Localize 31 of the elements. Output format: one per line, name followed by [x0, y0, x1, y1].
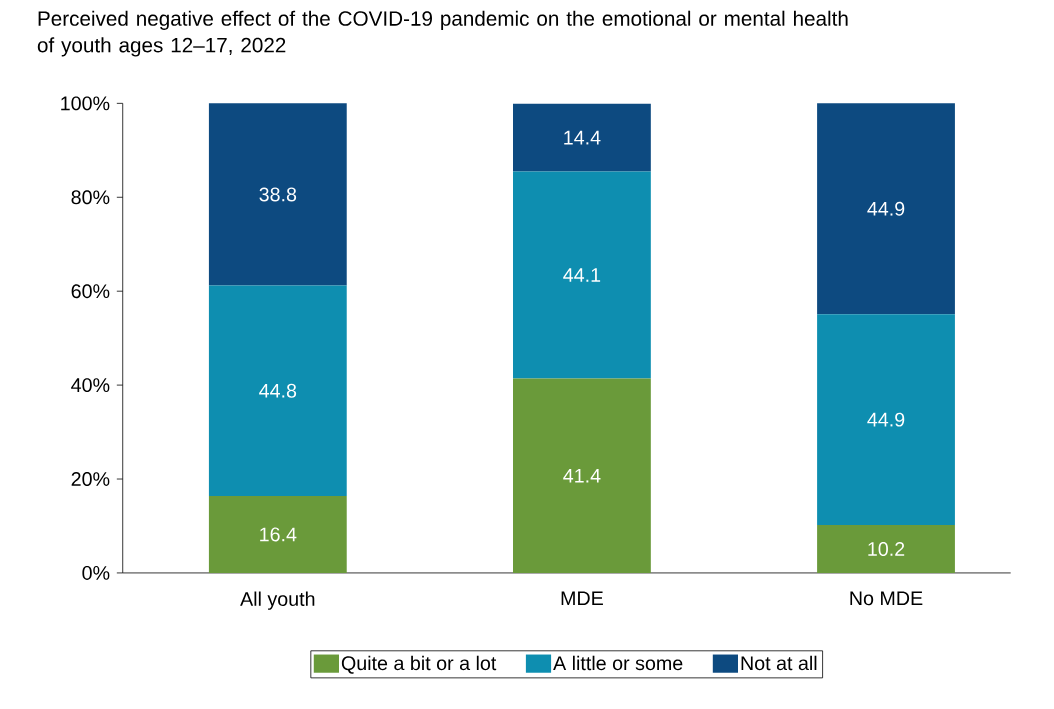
- y-tick-label: 40%: [71, 378, 110, 393]
- bar: [817, 525, 955, 574]
- bar: [817, 314, 955, 526]
- y-tick-label: 0%: [82, 566, 110, 580]
- data-label: 44.8: [259, 383, 297, 398]
- bar: [208, 103, 347, 286]
- bar: [208, 496, 347, 574]
- bar: [513, 103, 651, 172]
- bar: [513, 171, 651, 379]
- y-tick-label: 80%: [71, 190, 110, 205]
- x-tick-label: No MDE: [850, 591, 923, 606]
- chart-title: Perceived negative effect of the COVID-19 pandemic on the emotional or mental health of youth ages 12–17, 2022: [37, 10, 848, 57]
- x-tick-label: All youth: [240, 591, 315, 610]
- data-label: 44.9: [867, 412, 905, 427]
- data-label: 44.9: [867, 201, 905, 216]
- bar: [208, 285, 347, 497]
- data-label: 14.4: [564, 130, 601, 145]
- bar: [513, 378, 651, 574]
- data-label: 16.4: [260, 527, 297, 542]
- y-tick-label: 60%: [71, 284, 110, 299]
- data-label: 38.8: [259, 187, 297, 202]
- legend-label: Quite a bit or a lot: [341, 655, 497, 674]
- data-label: 44.1: [563, 268, 601, 282]
- bar: [817, 103, 955, 315]
- y-tick-label: 100%: [61, 96, 110, 111]
- y-tick-label: 20%: [71, 472, 110, 487]
- data-label: 41.4: [563, 469, 601, 483]
- legend-label: Not at all: [741, 655, 817, 671]
- data-label: 10.2: [868, 542, 905, 557]
- x-tick-label: MDE: [561, 591, 603, 606]
- legend-label: A little or some: [553, 655, 683, 671]
